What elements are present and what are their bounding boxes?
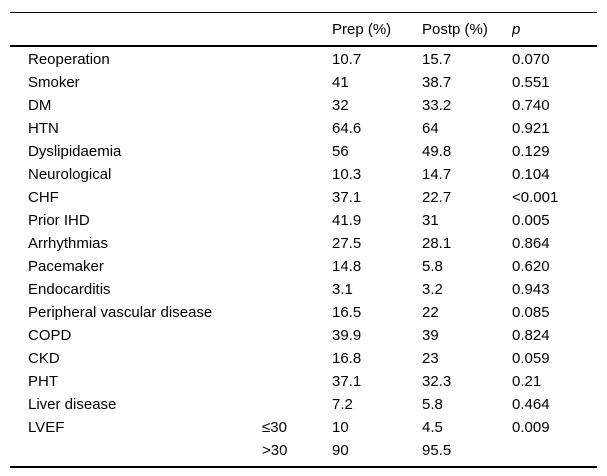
cell-prep: 32 [332, 98, 349, 113]
cell-label: Dyslipidaemia [28, 144, 122, 159]
cell-label: Smoker [28, 75, 80, 90]
cell-sub: >30 [262, 443, 288, 458]
cell-label: Reoperation [28, 52, 110, 67]
cell-p: 0.21 [512, 374, 542, 389]
cell-p: 0.464 [512, 397, 550, 412]
cell-prep: 10 [332, 420, 349, 435]
cell-label: CKD [28, 351, 60, 366]
table-row: Peripheral vascular disease 16.5 22 0.085 [10, 301, 597, 324]
table-row: Pacemaker 14.8 5.8 0.620 [10, 255, 597, 278]
cell-prep: 27.5 [332, 236, 362, 251]
cell-label: COPD [28, 328, 72, 343]
cell-prep: 37.1 [332, 190, 362, 205]
cell-p: 0.824 [512, 328, 550, 343]
cell-p: 0.129 [512, 144, 550, 159]
cell-prep: 41 [332, 75, 349, 90]
cell-postp: 23 [422, 351, 439, 366]
table-row: Smoker 41 38.7 0.551 [10, 71, 597, 94]
col-header-p: p [512, 21, 521, 37]
cell-p: 0.085 [512, 305, 550, 320]
cell-label: Prior IHD [28, 213, 90, 228]
cell-label: Pacemaker [28, 259, 104, 274]
table-row: CHF 37.1 22.7 <0.001 [10, 186, 597, 209]
cell-label: Endocarditis [28, 282, 111, 297]
cell-prep: 3.1 [332, 282, 353, 297]
cell-p: 0.005 [512, 213, 550, 228]
table-row: Liver disease 7.2 5.8 0.464 [10, 393, 597, 416]
cell-p: 0.059 [512, 351, 550, 366]
cell-postp: 14.7 [422, 167, 452, 182]
cell-p: 0.551 [512, 75, 550, 90]
table-row: HTN 64.6 64 0.921 [10, 117, 597, 140]
col-header-prep: Prep (%) [332, 21, 392, 37]
cell-p: 0.009 [512, 420, 550, 435]
cell-postp: 39 [422, 328, 439, 343]
cell-prep: 16.8 [332, 351, 362, 366]
table-row: Endocarditis 3.1 3.2 0.943 [10, 278, 597, 301]
col-header-postp: Postp (%) [422, 21, 488, 37]
cell-p: 0.620 [512, 259, 550, 274]
cell-p: 0.070 [512, 52, 550, 67]
cell-prep: 7.2 [332, 397, 353, 412]
cell-prep: 37.1 [332, 374, 362, 389]
cell-p: <0.001 [512, 190, 559, 205]
cell-prep: 16.5 [332, 305, 362, 320]
cell-prep: 10.3 [332, 167, 362, 182]
cell-label: Arrhythmias [28, 236, 109, 251]
cell-label: Peripheral vascular disease [28, 305, 213, 320]
cell-postp: 4.5 [422, 420, 443, 435]
table-row: Reoperation 10.7 15.7 0.070 [10, 48, 597, 71]
cell-postp: 5.8 [422, 397, 443, 412]
cell-p: 0.921 [512, 121, 550, 136]
table-body: Reoperation 10.7 15.7 0.070 Smoker 41 38.7 0.55… [10, 47, 597, 466]
cell-label: Liver disease [28, 397, 117, 412]
cell-postp: 15.7 [422, 52, 452, 67]
cell-postp: 95.5 [422, 443, 452, 458]
cell-prep: 56 [332, 144, 349, 159]
cell-postp: 49.8 [422, 144, 452, 159]
cell-label: HTN [28, 121, 59, 136]
table-row: CKD 16.8 23 0.059 [10, 347, 597, 370]
cell-sub: ≤30 [262, 420, 287, 435]
table-header-row: Prep (%) Postp (%) p [10, 13, 597, 47]
table-row: >30 90 95.5 [10, 439, 597, 462]
cell-prep: 90 [332, 443, 349, 458]
table-row: Dyslipidaemia 56 49.8 0.129 [10, 140, 597, 163]
cell-label: LVEF [28, 420, 65, 435]
cell-postp: 28.1 [422, 236, 452, 251]
cell-label: Neurological [28, 167, 112, 182]
cell-prep: 39.9 [332, 328, 362, 343]
cell-prep: 14.8 [332, 259, 362, 274]
table-row: COPD 39.9 39 0.824 [10, 324, 597, 347]
cell-postp: 5.8 [422, 259, 443, 274]
cell-postp: 22 [422, 305, 439, 320]
cell-p: 0.864 [512, 236, 550, 251]
cell-p: 0.740 [512, 98, 550, 113]
cell-prep: 64.6 [332, 121, 362, 136]
cell-postp: 3.2 [422, 282, 443, 297]
cell-postp: 22.7 [422, 190, 452, 205]
cell-p: 0.943 [512, 282, 550, 297]
cell-postp: 31 [422, 213, 439, 228]
cell-prep: 41.9 [332, 213, 362, 228]
cell-postp: 64 [422, 121, 439, 136]
cell-label: CHF [28, 190, 59, 205]
cell-label: PHT [28, 374, 58, 389]
cell-postp: 33.2 [422, 98, 452, 113]
table-row: Arrhythmias 27.5 28.1 0.864 [10, 232, 597, 255]
table-row: PHT 37.1 32.3 0.21 [10, 370, 597, 393]
cell-label: DM [28, 98, 52, 113]
table-row: Neurological 10.3 14.7 0.104 [10, 163, 597, 186]
table-row: LVEF ≤30 10 4.5 0.009 [10, 416, 597, 439]
cell-prep: 10.7 [332, 52, 362, 67]
cell-postp: 38.7 [422, 75, 452, 90]
table-row: Prior IHD 41.9 31 0.005 [10, 209, 597, 232]
cell-p: 0.104 [512, 167, 550, 182]
table-row: DM 32 33.2 0.740 [10, 94, 597, 117]
cell-postp: 32.3 [422, 374, 452, 389]
comparison-table: Prep (%) Postp (%) p Reoperation 10.7 15.7… [10, 12, 597, 468]
